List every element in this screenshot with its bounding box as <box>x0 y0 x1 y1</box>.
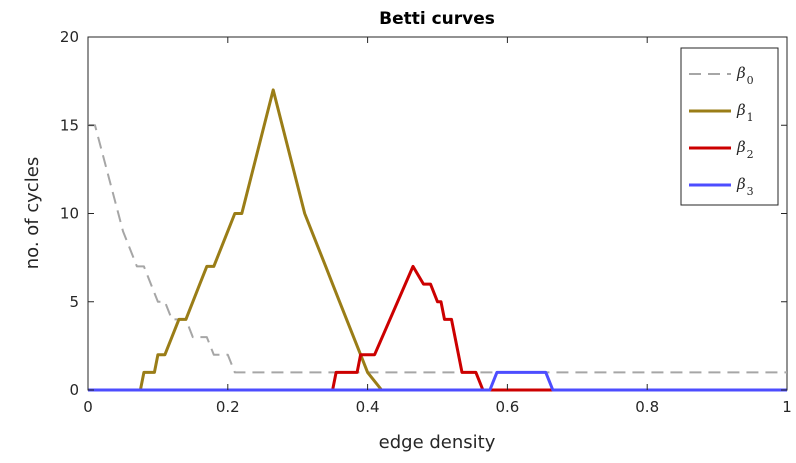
y-tick-label: 15 <box>60 116 79 134</box>
x-axis-label: edge density <box>379 432 496 453</box>
series-line-1 <box>88 88 787 392</box>
x-tick-label: 0 <box>83 398 93 416</box>
y-tick-label: 0 <box>69 381 79 399</box>
x-tick-label: 0.6 <box>495 398 519 416</box>
series-line-3 <box>88 370 787 392</box>
y-tick-label: 20 <box>60 28 79 46</box>
y-axis-label: no. of cycles <box>22 157 43 270</box>
x-tick-label: 0.2 <box>216 398 240 416</box>
y-tick-label: 5 <box>69 293 79 311</box>
series-line-2 <box>88 264 787 392</box>
y-tick-label: 10 <box>60 205 79 223</box>
x-tick-label: 0.8 <box>635 398 659 416</box>
chart-title: Betti curves <box>379 9 495 29</box>
legend-box <box>680 47 779 206</box>
series-line-0 <box>88 124 787 374</box>
series-layer <box>88 88 787 392</box>
x-tick-label: 0.4 <box>356 398 380 416</box>
x-tick-label: 1 <box>782 398 792 416</box>
plot-area <box>87 36 788 391</box>
